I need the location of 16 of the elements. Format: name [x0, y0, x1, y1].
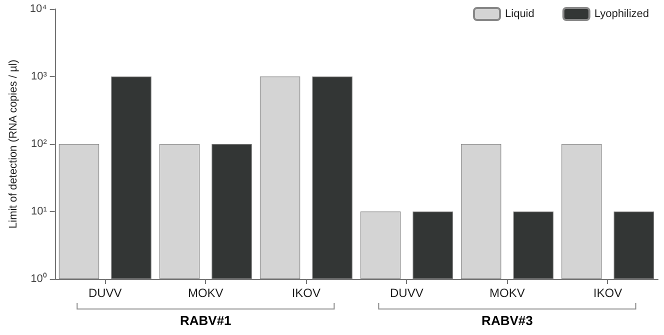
- x-tick-label: MOKV: [188, 286, 224, 300]
- y-tick-label: 10¹: [30, 206, 48, 218]
- text: RABV#1: [180, 313, 232, 328]
- x-tick-label: IKOV: [593, 286, 622, 300]
- x-tick-label: DUVV: [390, 286, 424, 300]
- legend-label: Liquid: [505, 8, 534, 20]
- y-axis-title: Limit of detection (RNA copies / µl): [8, 60, 20, 228]
- text: RABV#3: [482, 313, 533, 328]
- y-tick-label: 10⁴: [30, 3, 48, 15]
- legend-label: Lyophilized: [594, 8, 650, 20]
- y-tick-label: 10³: [30, 70, 48, 82]
- x-tick-label: IKOV: [292, 286, 321, 300]
- y-tick-label: 10²: [30, 138, 48, 150]
- x-tick-label: DUVV: [88, 286, 122, 300]
- x-tick-label: MOKV: [490, 286, 525, 300]
- y-tick-label: 10⁰: [30, 272, 47, 285]
